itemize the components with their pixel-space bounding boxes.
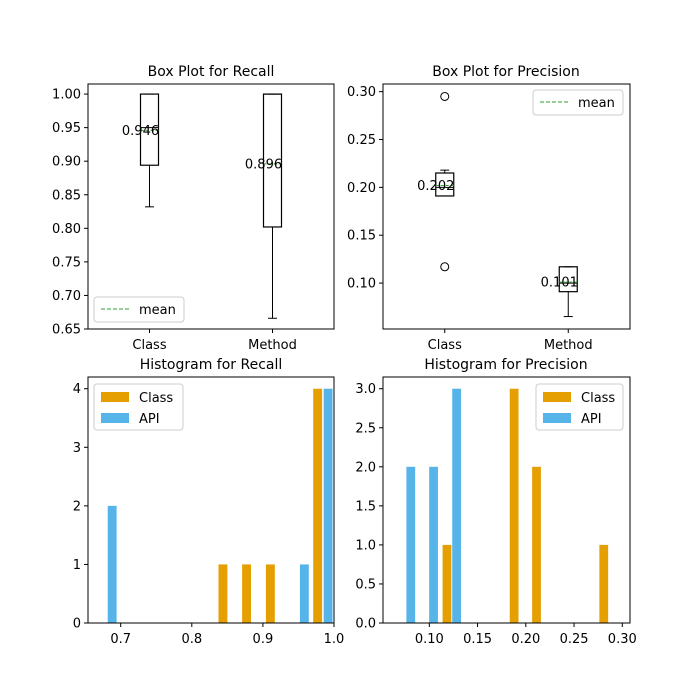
y-tick-label: 3	[73, 441, 81, 456]
y-tick-label: 0	[73, 617, 81, 632]
bar-api	[107, 505, 117, 623]
x-tick-label: 0.10	[415, 632, 444, 647]
y-tick-label: 0.25	[347, 133, 376, 148]
chart-title: Box Plot for Recall	[148, 64, 275, 80]
bar-class	[509, 388, 519, 623]
box	[139, 93, 160, 166]
x-tick-label: Class	[428, 338, 462, 353]
legend-label: API	[581, 412, 602, 427]
x-tick-label: Class	[132, 338, 166, 353]
outlier-point	[440, 91, 450, 101]
x-tick-label: Method	[248, 338, 297, 353]
legend-swatch-api	[101, 413, 129, 423]
bar-class	[599, 544, 609, 623]
y-tick-label: 0.85	[52, 188, 81, 203]
legend: Class API	[93, 383, 184, 431]
y-tick-label: 0.5	[355, 577, 376, 592]
bar-class	[265, 564, 275, 623]
mean-label: 0.946	[122, 124, 159, 139]
plot-frame	[87, 376, 335, 624]
y-tick-label: 1.00	[52, 88, 81, 103]
mean-label: 0.101	[541, 276, 578, 291]
legend-swatch-class	[543, 392, 571, 402]
legend-label: mean	[139, 303, 176, 318]
y-tick-label: 0.20	[347, 181, 376, 196]
bar-class	[442, 544, 452, 623]
bar-api	[323, 388, 333, 623]
legend-box	[93, 296, 185, 323]
bar-class	[313, 388, 323, 623]
bar-api	[452, 388, 462, 623]
box	[435, 172, 455, 197]
box	[558, 266, 578, 293]
y-tick-label: 0.90	[52, 155, 81, 170]
legend-label: Class	[139, 391, 173, 406]
legend-label: Class	[581, 391, 615, 406]
y-tick-label: 1.0	[355, 538, 376, 553]
x-tick-label: 0.25	[560, 632, 589, 647]
legend-label: mean	[578, 96, 615, 111]
box-plot-precision: Box Plot for Precision 0.10 0.15 0.20 0.25 0…	[347, 64, 631, 353]
y-tick-label: 0.65	[52, 323, 81, 338]
y-tick-label: 1.5	[355, 499, 376, 514]
y-tick-label: 0.75	[52, 255, 81, 270]
x-tick-label: 0.20	[511, 632, 540, 647]
bar-api	[429, 466, 438, 623]
legend: Class API	[535, 383, 624, 431]
chart-title: Box Plot for Precision	[432, 64, 579, 80]
y-tick-label: 0.70	[52, 289, 81, 304]
outlier-point	[440, 262, 450, 272]
legend: mean	[93, 296, 185, 323]
x-tick-label: 0.8	[181, 632, 202, 647]
x-tick-label: 0.30	[608, 632, 637, 647]
y-tick-label: 0.10	[347, 277, 376, 292]
y-tick-label: 0.30	[347, 85, 376, 100]
chart-title: Histogram for Recall	[140, 357, 283, 373]
bar-class	[242, 564, 251, 623]
plot-frame	[382, 376, 631, 624]
plot-frame	[87, 83, 335, 330]
legend-label: API	[139, 412, 160, 427]
x-tick-label: 0.15	[463, 632, 492, 647]
chart-title: Histogram for Precision	[424, 357, 587, 373]
bar-class	[218, 564, 228, 623]
mean-label: 0.896	[245, 157, 282, 172]
x-tick-label: Method	[544, 338, 593, 353]
mean-label: 0.202	[417, 179, 454, 194]
y-tick-label: 0.15	[347, 229, 376, 244]
legend: mean	[532, 89, 624, 116]
y-tick-label: 2.5	[355, 421, 376, 436]
legend-swatch-api	[543, 413, 571, 423]
bar-api	[299, 564, 309, 623]
x-tick-label: 0.9	[253, 632, 274, 647]
bar-api	[406, 466, 416, 623]
histogram-recall: Histogram for Recall 0 1 2 3 4 0.7 0.8 0.9 1.0 C…	[73, 357, 345, 647]
y-tick-label: 4	[73, 382, 81, 397]
legend-swatch-class	[101, 392, 129, 402]
box-plot-recall: Box Plot for Recall 0.65 0.70 0.75 0.80 0.85…	[52, 64, 335, 353]
bar-class	[532, 466, 541, 623]
x-tick-label: 0.7	[110, 632, 131, 647]
plot-frame	[382, 83, 631, 330]
histogram-precision: Histogram for Precision 0.0 0.5 1.0 1.5 2.0 2…	[355, 357, 636, 647]
y-tick-label: 3.0	[355, 382, 376, 397]
y-tick-label: 1	[73, 558, 81, 573]
y-tick-label: 2	[73, 499, 81, 514]
x-tick-label: 1.0	[324, 632, 345, 647]
y-tick-label: 0.95	[52, 121, 81, 136]
y-tick-label: 2.0	[355, 460, 376, 475]
y-tick-label: 0.80	[52, 222, 81, 237]
legend-box	[532, 89, 624, 116]
y-tick-label: 0.0	[355, 617, 376, 632]
